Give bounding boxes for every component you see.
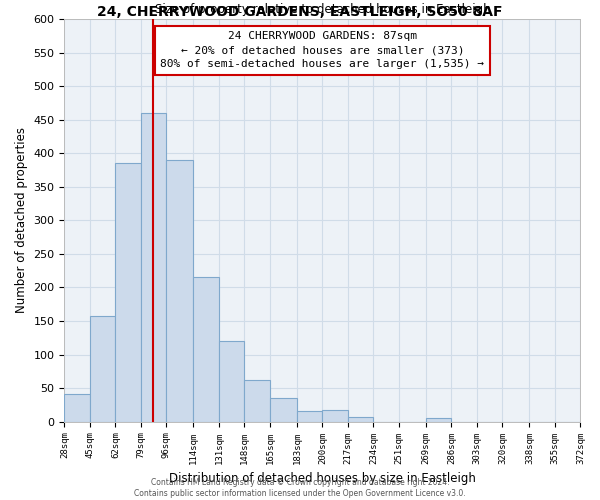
Bar — [270, 398, 297, 421]
Text: 24 CHERRYWOOD GARDENS: 87sqm
← 20% of detached houses are smaller (373)
80% of s: 24 CHERRYWOOD GARDENS: 87sqm ← 20% of de… — [160, 31, 484, 69]
Bar — [244, 380, 270, 422]
Text: 24, CHERRYWOOD GARDENS, EASTLEIGH, SO50 8AF: 24, CHERRYWOOD GARDENS, EASTLEIGH, SO50 … — [97, 5, 503, 19]
Bar — [193, 278, 219, 422]
Bar — [297, 411, 322, 422]
Y-axis label: Number of detached properties: Number of detached properties — [15, 128, 28, 314]
Bar — [115, 164, 141, 422]
Bar — [348, 417, 373, 422]
Bar — [90, 316, 115, 422]
Bar — [64, 394, 90, 421]
Bar — [426, 418, 451, 422]
Bar — [166, 160, 193, 421]
X-axis label: Distribution of detached houses by size in Eastleigh: Distribution of detached houses by size … — [169, 472, 476, 485]
Bar — [219, 341, 244, 421]
Bar — [141, 113, 166, 422]
Title: Size of property relative to detached houses in Eastleigh: Size of property relative to detached ho… — [155, 4, 490, 16]
Bar — [322, 410, 348, 422]
Text: Contains HM Land Registry data © Crown copyright and database right 2024.
Contai: Contains HM Land Registry data © Crown c… — [134, 478, 466, 498]
